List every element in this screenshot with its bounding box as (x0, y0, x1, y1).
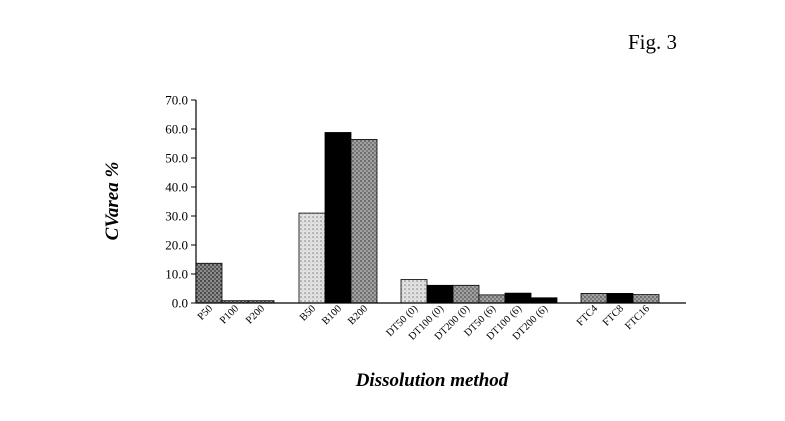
bar-dt100-6 (504, 292, 532, 304)
bar-ftc16 (632, 294, 660, 304)
x-tick-label: B50 (298, 303, 318, 323)
figure-label: Fig. 3 (628, 30, 678, 54)
bar-p50 (195, 262, 223, 304)
bar-dt100-0 (426, 284, 454, 304)
bar-dt200-6 (530, 297, 558, 304)
x-axis: P50 P100 P200 B50 B100 B200 DT50 (0)DT100 (0)D… (196, 302, 686, 343)
bar-b200 (350, 139, 378, 304)
bar-b100 (324, 132, 352, 304)
bar-dt50-0 (400, 279, 428, 304)
x-tick-label: P100 (218, 303, 241, 326)
x-tick-label: P50 (196, 303, 215, 322)
y-tick-label: 50.0 (165, 151, 188, 166)
bar-b50 (298, 212, 326, 304)
x-tick-label: P200 (244, 303, 267, 326)
y-tick-label: 30.0 (165, 209, 188, 224)
bars (195, 132, 660, 304)
y-tick-label: 70.0 (165, 93, 188, 108)
y-tick-label: 0.0 (172, 296, 188, 311)
x-axis-title: Dissolution method (355, 370, 509, 391)
x-tick-label: FTC16 (623, 303, 652, 332)
bar-dt200-0 (452, 284, 480, 304)
y-axis-title: CVarea % (102, 162, 123, 241)
x-tick-label: B200 (346, 303, 370, 327)
y-tick-label: 40.0 (165, 180, 188, 195)
bar-ftc8 (606, 293, 634, 304)
x-tick-label: B100 (320, 303, 344, 327)
bar-dt50-6 (478, 294, 506, 304)
y-axis: 0.0 10.0 20.0 30.0 40.0 50.0 60.0 70.0 (165, 93, 197, 311)
x-tick-label: FTC4 (575, 303, 601, 329)
y-tick-label: 10.0 (165, 267, 188, 282)
y-tick-label: 60.0 (165, 122, 188, 137)
y-tick-label: 20.0 (165, 238, 188, 253)
bar-ftc4 (580, 293, 608, 304)
